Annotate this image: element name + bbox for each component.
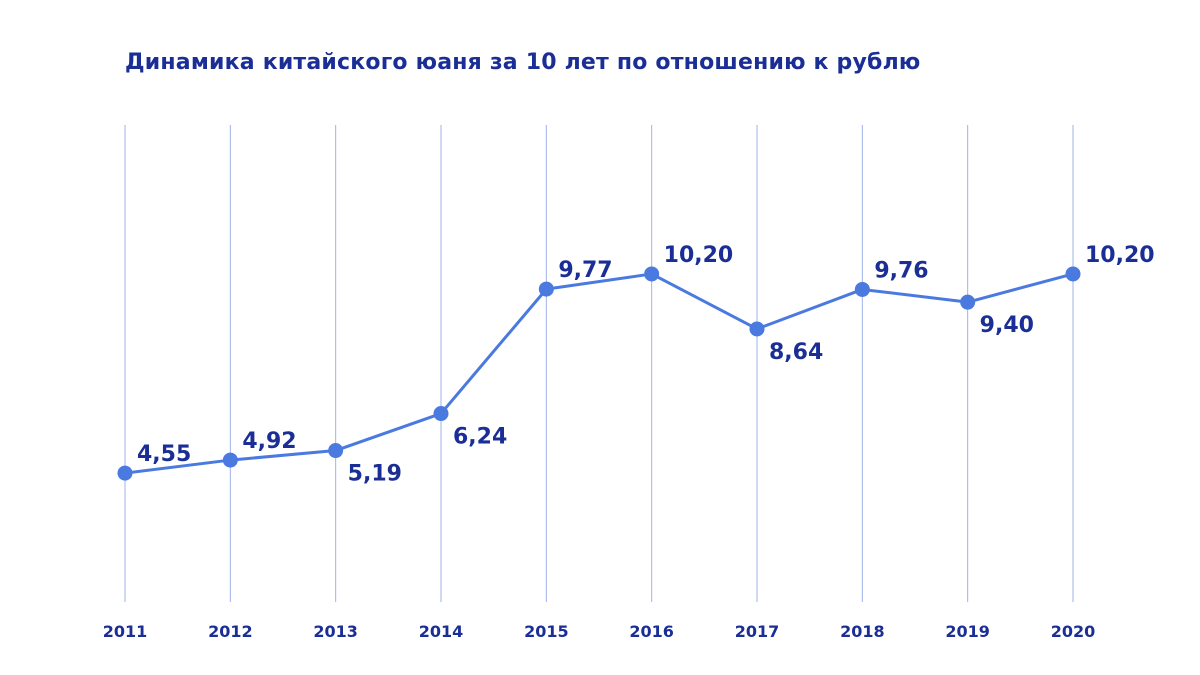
data-point-2016 <box>644 266 660 282</box>
data-label-2011: 4,55 <box>137 442 191 467</box>
x-tick-2015: 2015 <box>524 622 569 641</box>
x-tick-2017: 2017 <box>735 622 780 641</box>
data-label-2020: 10,20 <box>1085 243 1155 268</box>
x-tick-2016: 2016 <box>629 622 674 641</box>
x-tick-2019: 2019 <box>945 622 990 641</box>
data-points <box>117 266 1081 481</box>
data-point-2015 <box>538 281 554 297</box>
data-point-2013 <box>328 443 344 459</box>
series-line-cny-rub <box>124 272 1074 475</box>
data-point-2011 <box>117 465 133 481</box>
data-label-2016: 10,20 <box>664 243 734 268</box>
x-tick-2020: 2020 <box>1051 622 1096 641</box>
data-point-2020 <box>1065 266 1081 282</box>
data-point-2017 <box>749 321 765 337</box>
data-point-2019 <box>960 294 976 310</box>
data-point-2018 <box>854 281 870 297</box>
data-label-2015: 9,77 <box>558 258 612 283</box>
data-point-2014 <box>433 406 449 422</box>
data-point-2012 <box>222 452 238 468</box>
data-label-2018: 9,76 <box>874 258 928 283</box>
grid-lines <box>124 125 1074 602</box>
data-label-2013: 5,19 <box>348 462 402 487</box>
x-tick-2011: 2011 <box>103 622 148 641</box>
x-axis-ticks: 2011 2012 2013 2014 2015 2016 2017 2018 2019 2020 <box>103 622 1096 641</box>
data-label-2017: 8,64 <box>769 340 823 365</box>
x-tick-2013: 2013 <box>313 622 358 641</box>
data-labels: 4,55 4,92 5,19 6,24 9,77 10,20 8,64 9,76 9,40 10,… <box>137 243 1155 487</box>
x-tick-2014: 2014 <box>419 622 464 641</box>
data-label-2019: 9,40 <box>980 313 1034 338</box>
x-tick-2018: 2018 <box>840 622 885 641</box>
data-label-2012: 4,92 <box>242 429 296 454</box>
chart-title: Динамика китайского юаня за 10 лет по от… <box>125 50 921 75</box>
x-tick-2012: 2012 <box>208 622 253 641</box>
data-label-2014: 6,24 <box>453 425 507 450</box>
